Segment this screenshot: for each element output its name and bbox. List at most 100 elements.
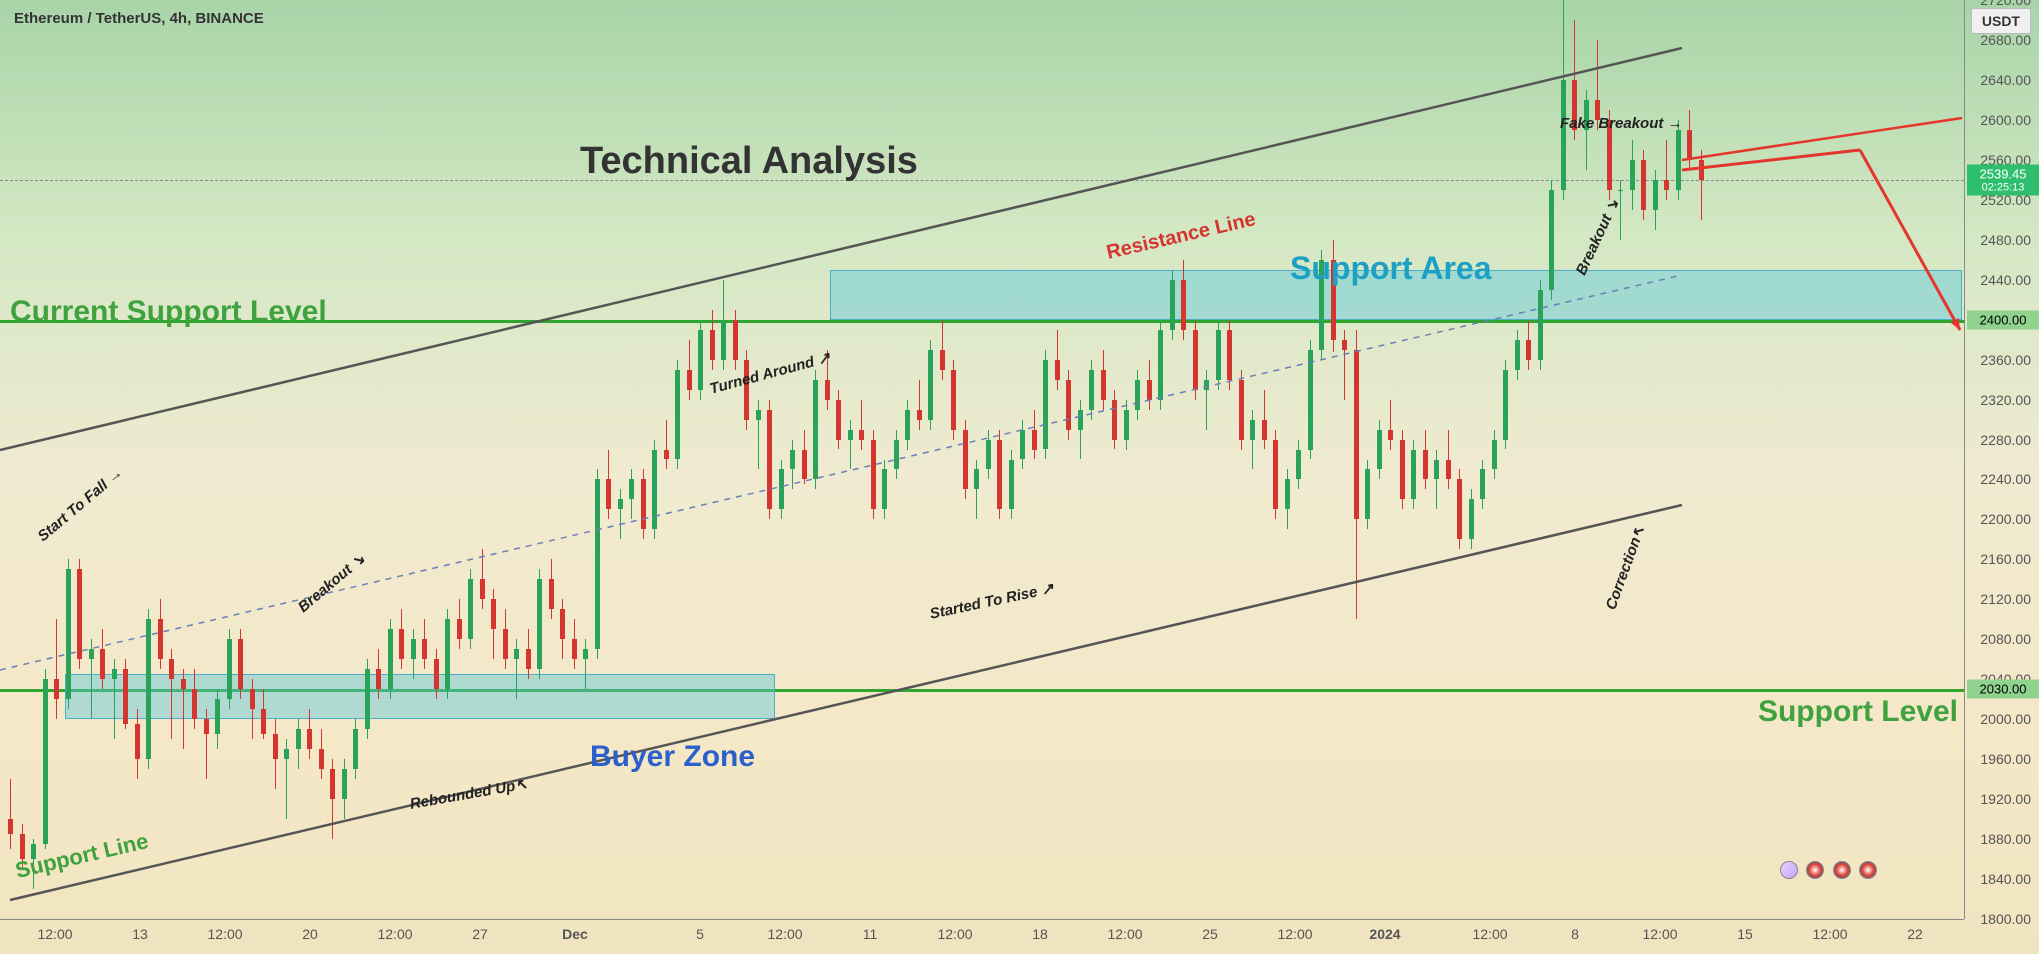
buyer-zone-label: Buyer Zone	[590, 740, 755, 774]
annotation-label: Breakout ↘	[1572, 196, 1623, 278]
candle	[1687, 130, 1692, 160]
x-axis[interactable]: 12:001312:002012:0027Dec512:001112:00181…	[0, 919, 1964, 954]
y-tick: 2360.00	[1980, 352, 2031, 368]
candle	[158, 619, 163, 659]
flag-icon-1[interactable]	[1806, 861, 1824, 879]
candle	[526, 649, 531, 669]
candle	[1388, 430, 1393, 440]
lightning-icon[interactable]	[1780, 861, 1798, 879]
candle	[89, 649, 94, 659]
y-tick: 2320.00	[1980, 392, 2031, 408]
y-tick: 2720.00	[1980, 0, 2031, 8]
candle	[434, 659, 439, 689]
candle	[66, 569, 71, 699]
candle	[238, 639, 243, 689]
y-tick: 2160.00	[1980, 551, 2031, 567]
candle	[342, 769, 347, 799]
candle	[503, 629, 508, 659]
candle	[871, 440, 876, 510]
candle	[537, 579, 542, 669]
x-tick: 12:00	[1277, 926, 1312, 942]
candle	[1009, 460, 1014, 510]
candle	[388, 629, 393, 689]
candle	[1158, 330, 1163, 400]
annotation-label: Correction↖	[1602, 523, 1649, 612]
candle	[123, 669, 128, 724]
candle	[1630, 160, 1635, 190]
candle	[767, 410, 772, 510]
x-tick: 12:00	[37, 926, 72, 942]
candle	[997, 440, 1002, 510]
x-tick: 12:00	[1812, 926, 1847, 942]
candle	[1699, 160, 1704, 180]
candle	[882, 469, 887, 509]
y-tick: 2480.00	[1980, 232, 2031, 248]
y-axis[interactable]: USDT 1800.001840.001880.001920.001960.00…	[1964, 0, 2039, 919]
candle	[112, 669, 117, 679]
x-tick: Dec	[562, 926, 588, 942]
candle	[1676, 130, 1681, 190]
candle	[1043, 360, 1048, 450]
candle	[457, 619, 462, 639]
candle	[1446, 460, 1451, 480]
current-support-label: Current Support Level	[10, 295, 327, 329]
candle	[1480, 469, 1485, 499]
candle	[296, 729, 301, 749]
candle	[204, 719, 209, 734]
candle	[1653, 180, 1658, 210]
candle	[917, 410, 922, 420]
annotation-label: Start To Fall →	[35, 464, 127, 545]
x-tick: 11	[863, 926, 878, 942]
candle	[1285, 479, 1290, 509]
quote-badge[interactable]: USDT	[1971, 8, 2031, 34]
candle	[1469, 499, 1474, 539]
candle	[319, 749, 324, 769]
candle	[595, 479, 600, 649]
candle	[951, 370, 956, 430]
y-tick: 2120.00	[1980, 591, 2031, 607]
candle	[468, 579, 473, 639]
candle	[1296, 450, 1301, 480]
candle	[491, 599, 496, 629]
flag-icon-2[interactable]	[1833, 861, 1851, 879]
candle	[1434, 460, 1439, 480]
y-tick: 2200.00	[1980, 511, 2031, 527]
y-tick: 1880.00	[1980, 831, 2031, 847]
candle	[422, 639, 427, 659]
chart-plot-area[interactable]: Ethereum / TetherUS, 4h, BINANCE Technic…	[0, 0, 1964, 919]
x-tick: 25	[1202, 926, 1218, 942]
candle	[307, 729, 312, 749]
candle	[641, 479, 646, 529]
candle	[1216, 330, 1221, 380]
candle	[353, 729, 358, 769]
candle	[963, 430, 968, 490]
candle	[181, 679, 186, 689]
candle	[687, 370, 692, 390]
x-tick: 20	[302, 926, 318, 942]
level-price-tag: 2030.00	[1967, 680, 2039, 699]
level-price-tag: 2400.00	[1967, 310, 2039, 329]
annotation-label: Rebounded Up↖	[408, 774, 529, 812]
candle	[779, 469, 784, 509]
x-tick: 13	[132, 926, 148, 942]
y-tick: 2080.00	[1980, 631, 2031, 647]
support-area-label: Support Area	[1290, 250, 1492, 287]
candle	[813, 380, 818, 480]
x-tick: 12:00	[937, 926, 972, 942]
candle	[836, 400, 841, 440]
candle	[77, 569, 82, 659]
candle	[1055, 360, 1060, 380]
candle	[1227, 330, 1232, 380]
event-flags[interactable]	[1778, 861, 1879, 879]
y-tick: 2000.00	[1980, 711, 2031, 727]
support-level-label: Support Level	[1758, 695, 1958, 729]
candle	[1342, 340, 1347, 350]
flag-icon-3[interactable]	[1859, 861, 1877, 879]
candle	[273, 734, 278, 759]
candle	[1112, 400, 1117, 440]
candle	[250, 689, 255, 709]
candle	[445, 619, 450, 689]
y-tick: 1840.00	[1980, 871, 2031, 887]
annotation-label: Breakout ↘	[294, 550, 368, 616]
x-tick: 12:00	[1107, 926, 1142, 942]
